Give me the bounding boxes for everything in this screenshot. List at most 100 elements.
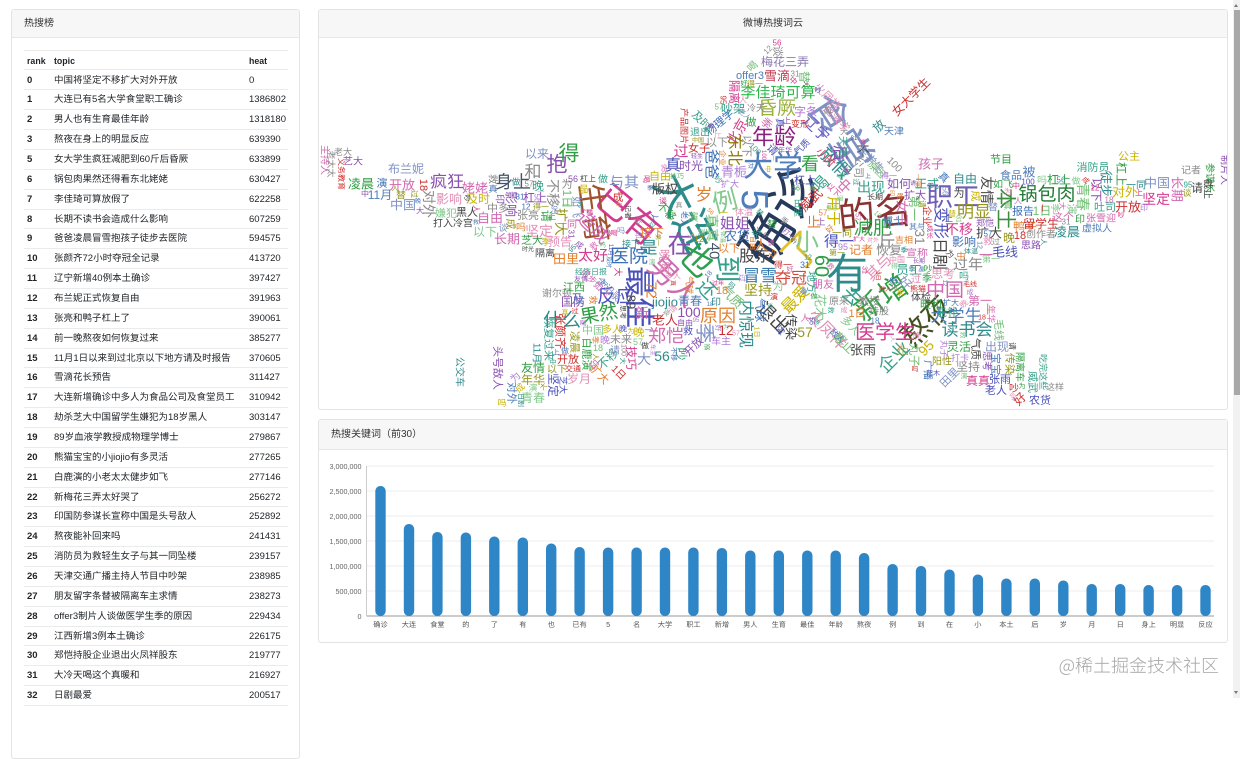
svg-text:岁月: 岁月 <box>567 372 591 386</box>
svg-text:过年: 过年 <box>953 257 983 274</box>
svg-text:成: 成 <box>969 191 982 202</box>
svg-text:12: 12 <box>804 255 812 262</box>
svg-text:昏厥: 昏厥 <box>758 99 796 120</box>
svg-text:的名: 的名 <box>836 190 914 239</box>
svg-text:吗: 吗 <box>912 366 919 374</box>
svg-text:1日: 1日 <box>897 348 909 357</box>
svg-text:身上: 身上 <box>495 172 531 192</box>
svg-text:车主: 车主 <box>649 344 657 356</box>
svg-text:用于: 用于 <box>825 196 842 226</box>
svg-text:1日: 1日 <box>874 271 881 280</box>
svg-text:演: 演 <box>649 259 656 267</box>
svg-text:演: 演 <box>770 293 778 302</box>
svg-text:天津: 天津 <box>837 136 849 156</box>
svg-text:如飞: 如飞 <box>570 196 583 218</box>
svg-text:大学: 大学 <box>658 620 672 629</box>
svg-text:节目: 节目 <box>990 153 1012 166</box>
svg-text:不移: 不移 <box>545 179 561 207</box>
svg-text:吃完这些: 吃完这些 <box>1038 354 1048 390</box>
svg-text:隔离: 隔离 <box>727 80 741 104</box>
svg-text:丸子: 丸子 <box>939 340 949 358</box>
svg-text:offer3: offer3 <box>736 70 764 82</box>
svg-text:上: 上 <box>807 214 821 230</box>
svg-text:一同: 一同 <box>557 220 577 231</box>
svg-text:56: 56 <box>654 348 670 364</box>
svg-text:第一: 第一 <box>907 195 922 221</box>
svg-text:思考: 思考 <box>981 351 993 371</box>
svg-text:开放: 开放 <box>389 178 415 193</box>
svg-text:过年: 过年 <box>712 279 724 287</box>
svg-text:上: 上 <box>714 131 722 138</box>
svg-text:为: 为 <box>954 187 965 200</box>
svg-text:员工: 员工 <box>896 263 922 278</box>
svg-text:长期: 长期 <box>867 193 883 202</box>
svg-text:上: 上 <box>945 215 953 224</box>
svg-text:白鹿演: 白鹿演 <box>580 338 593 371</box>
svg-text:大: 大 <box>840 128 848 137</box>
svg-text:做: 做 <box>641 342 649 351</box>
svg-text:为: 为 <box>1004 188 1012 197</box>
svg-text:职工: 职工 <box>686 620 700 629</box>
svg-text:广播: 广播 <box>581 208 593 216</box>
svg-text:1日: 1日 <box>1033 204 1052 218</box>
svg-text:18: 18 <box>1105 196 1114 205</box>
svg-text:谈: 谈 <box>498 223 507 233</box>
svg-text:吗: 吗 <box>726 280 737 291</box>
svg-text:好: 好 <box>761 230 771 240</box>
svg-text:中多: 中多 <box>487 202 509 215</box>
svg-text:替: 替 <box>754 207 765 218</box>
svg-text:打卡: 打卡 <box>951 353 969 363</box>
svg-text:李佳琦可算: 李佳琦可算 <box>740 85 815 102</box>
svg-text:姐姐: 姐姐 <box>720 216 750 233</box>
svg-text:谈: 谈 <box>767 302 773 310</box>
svg-text:年华: 年华 <box>521 373 545 387</box>
svg-text:89: 89 <box>624 295 639 309</box>
svg-text:女子: 女子 <box>895 200 910 226</box>
svg-text:为: 为 <box>723 323 729 331</box>
svg-text:以下: 以下 <box>1089 178 1103 202</box>
svg-text:100: 100 <box>760 150 766 161</box>
svg-text:上: 上 <box>865 173 871 180</box>
svg-text:抱: 抱 <box>547 154 568 177</box>
svg-text:吵: 吵 <box>1118 212 1125 220</box>
svg-text:年华: 年华 <box>986 305 996 323</box>
svg-text:一: 一 <box>769 155 775 161</box>
svg-text:大: 大 <box>896 344 904 351</box>
svg-text:能补: 能补 <box>936 306 958 319</box>
svg-text:岁: 岁 <box>696 186 713 205</box>
svg-text:替: 替 <box>396 190 406 202</box>
svg-text:一: 一 <box>980 303 994 315</box>
svg-text:义务教育: 义务教育 <box>337 158 346 190</box>
svg-text:18: 18 <box>716 285 728 297</box>
svg-text:做: 做 <box>511 177 520 187</box>
svg-text:国防: 国防 <box>561 295 585 309</box>
svg-text:1日: 1日 <box>848 308 865 320</box>
svg-text:晚: 晚 <box>1003 231 1015 245</box>
svg-text:以下: 以下 <box>706 137 728 149</box>
svg-text:56: 56 <box>533 194 542 203</box>
svg-text:郑恺: 郑恺 <box>648 326 684 346</box>
svg-text:吵: 吵 <box>923 264 932 274</box>
svg-text:坚持: 坚持 <box>956 360 980 374</box>
svg-text:57: 57 <box>600 280 609 289</box>
svg-text:中国: 中国 <box>582 324 604 337</box>
svg-text:57: 57 <box>984 230 993 239</box>
svg-text:吗: 吗 <box>1037 176 1047 187</box>
svg-text:吗: 吗 <box>497 398 506 408</box>
svg-text:57: 57 <box>633 337 643 347</box>
svg-text:晚: 晚 <box>415 197 421 205</box>
svg-text:过: 过 <box>852 179 860 186</box>
svg-text:成: 成 <box>841 307 848 315</box>
svg-text:56: 56 <box>941 187 950 196</box>
svg-text:多人: 多人 <box>602 324 622 336</box>
svg-text:及时: 及时 <box>466 192 490 206</box>
svg-text:阳性: 阳性 <box>932 356 952 368</box>
svg-text:人: 人 <box>1040 239 1048 246</box>
svg-text:坚持: 坚持 <box>744 282 772 298</box>
svg-text:替: 替 <box>707 123 715 129</box>
svg-text:毛线: 毛线 <box>992 245 1018 260</box>
svg-text:大: 大 <box>637 351 651 367</box>
svg-text:得一: 得一 <box>533 203 549 212</box>
svg-text:思路: 思路 <box>1021 240 1041 252</box>
svg-text:1日: 1日 <box>560 190 574 209</box>
